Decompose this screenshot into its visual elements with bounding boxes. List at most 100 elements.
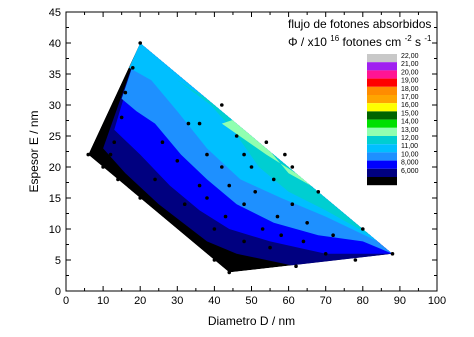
legend-swatch: [367, 160, 397, 169]
legend-swatch: [367, 144, 397, 153]
sample-point: [264, 140, 269, 144]
sample-point: [242, 239, 246, 244]
legend-level-label: 15,00: [401, 110, 419, 117]
legend-title-line1: flujo de fotones absorbidos: [288, 17, 431, 31]
legend-swatch: [367, 152, 397, 161]
legend-swatch: [367, 177, 397, 186]
x-tick-label: 80: [357, 295, 369, 307]
legend-level-label: 6,000: [401, 168, 419, 175]
sample-point: [175, 159, 180, 163]
legend-level-label: 13,00: [401, 127, 419, 134]
sample-point: [353, 258, 358, 262]
contour-band-6: [221, 117, 356, 211]
x-tick-label: 90: [394, 295, 406, 307]
sample-point: [86, 152, 91, 157]
axes: 0 10 20 30 40 50 60 70 80 90 100 0 5 10 15 20 25 30 35 40 45: [49, 7, 446, 307]
sample-point: [212, 258, 217, 262]
sample-point: [361, 227, 365, 231]
sample-point: [234, 134, 239, 138]
sample-point: [138, 196, 142, 200]
sample-point: [201, 245, 206, 250]
legend-title-line2: Φ / x10 16 fotones cm -2 s -1: [288, 30, 432, 49]
sample-point: [220, 165, 224, 169]
sample-point: [242, 202, 246, 206]
legend-level-label: 12,00: [401, 135, 419, 142]
sample-point: [197, 121, 202, 126]
y-tick-label: 25: [49, 131, 61, 143]
sample-point: [186, 121, 191, 126]
x-tick-label: 70: [320, 295, 332, 307]
legend-level-label: 14,00: [401, 119, 419, 126]
sample-point: [253, 190, 258, 194]
legend-level-label: 22,00: [401, 53, 419, 60]
legend-title-mid2: s: [415, 35, 421, 49]
legend-title-exp2: -2: [405, 34, 413, 43]
legend-title-prefix: Φ / x10: [288, 35, 327, 49]
sample-point: [123, 90, 128, 95]
legend-swatch: [367, 111, 397, 120]
legend-level-label: 10,00: [401, 151, 419, 158]
y-tick-label: 0: [55, 286, 61, 298]
x-tick-label: 10: [97, 295, 109, 307]
x-tick-label: 50: [245, 295, 257, 307]
legend-swatch: [367, 103, 397, 112]
sample-point: [205, 196, 209, 200]
sample-point: [271, 177, 276, 182]
sample-point: [316, 190, 321, 194]
sample-point: [275, 214, 280, 219]
x-tick-label: 100: [428, 295, 446, 307]
x-tick-label: 20: [134, 295, 146, 307]
sample-point: [112, 140, 117, 144]
sample-point: [168, 214, 172, 219]
sample-point: [249, 165, 254, 169]
legend: flujo de fotones absorbidos Φ / x10 16 f…: [288, 17, 432, 186]
sample-point: [223, 214, 228, 219]
sample-point: [205, 152, 209, 157]
y-tick-label: 5: [55, 255, 61, 267]
sample-point: [290, 165, 295, 169]
sample-point: [93, 152, 98, 157]
x-axis-label: Diametro D / nm: [208, 314, 295, 328]
legend-level-label: 17,00: [401, 94, 419, 101]
sample-point: [260, 227, 265, 231]
legend-swatch: [367, 136, 397, 145]
legend-level-label: 8,000: [401, 160, 419, 167]
legend-level-label: 21,00: [401, 61, 419, 68]
sample-point: [116, 177, 120, 182]
sample-point: [194, 239, 198, 244]
legend-level-label: 19,00: [401, 78, 419, 85]
sample-point: [227, 270, 232, 275]
sample-point: [130, 66, 135, 70]
sample-point: [119, 115, 124, 120]
x-tick-label: 0: [63, 295, 69, 307]
sample-point: [390, 252, 395, 256]
y-tick-label: 35: [49, 69, 61, 81]
sample-point: [331, 233, 335, 237]
sample-point: [305, 221, 309, 225]
sample-point: [212, 227, 217, 231]
y-tick-label: 20: [49, 162, 61, 174]
sample-point: [182, 227, 187, 231]
sample-point: [108, 152, 113, 157]
legend-swatch: [367, 70, 397, 79]
legend-level-label: 20,00: [401, 69, 419, 76]
y-tick-label: 45: [49, 7, 61, 19]
y-axis-label: Espesor E / nm: [27, 110, 41, 192]
legend-swatch: [367, 86, 397, 95]
legend-level-label: 16,00: [401, 102, 419, 109]
y-tick-label: 15: [49, 193, 61, 205]
sample-point: [279, 233, 283, 237]
sample-point: [160, 140, 165, 144]
y-tick-label: 40: [49, 38, 61, 50]
legend-swatch: [367, 78, 397, 87]
legend-title-exp3: -1: [424, 34, 432, 43]
x-tick-label: 60: [282, 295, 294, 307]
sample-point: [101, 165, 105, 169]
sample-point: [294, 264, 298, 269]
legend-swatch: [367, 95, 397, 104]
legend-swatch: [367, 168, 397, 177]
legend-level-label: 11,00: [401, 143, 418, 150]
legend-title-mid: fotones cm: [343, 35, 402, 49]
x-tick-label: 40: [208, 295, 220, 307]
